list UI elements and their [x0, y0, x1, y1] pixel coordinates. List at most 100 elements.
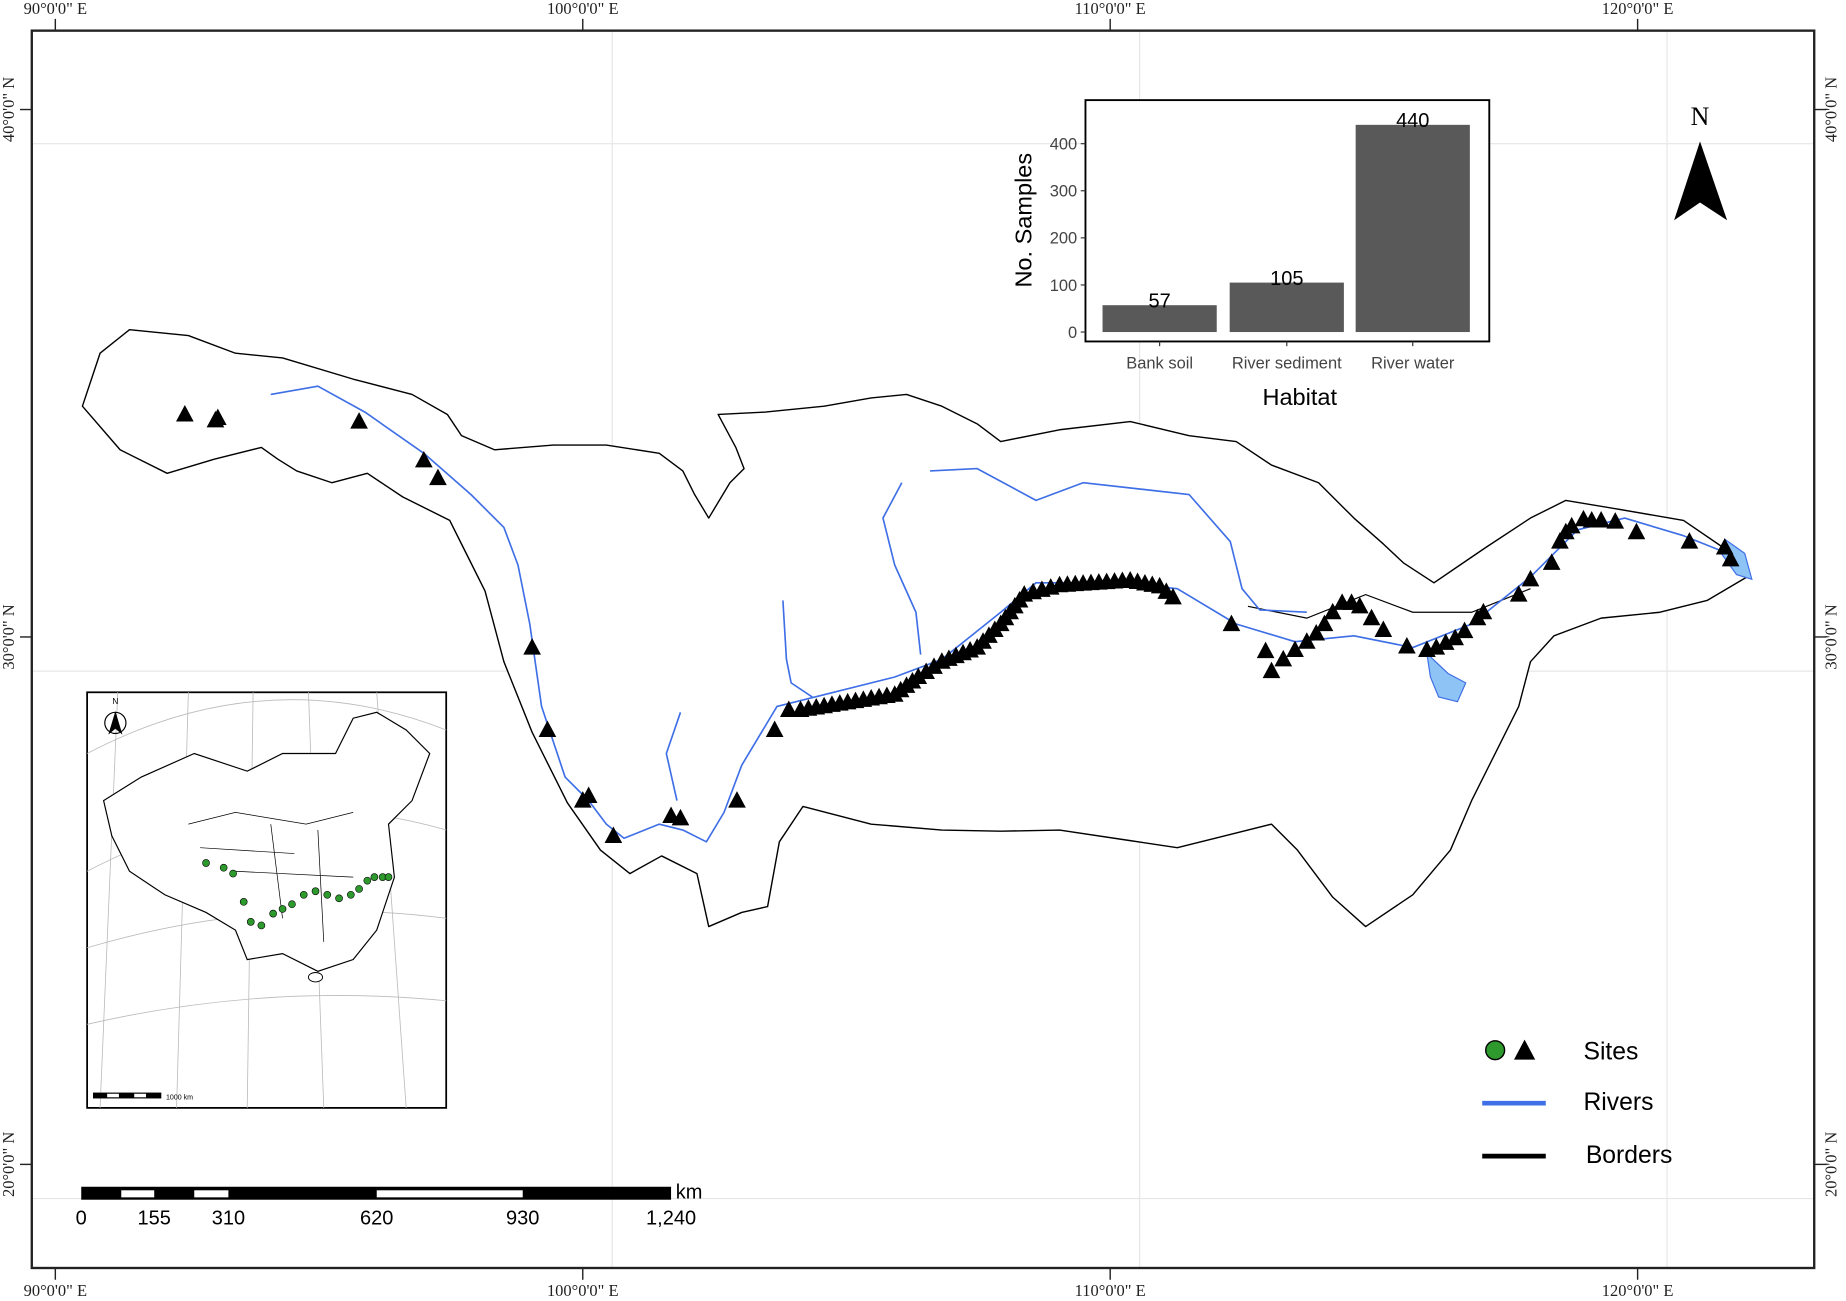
lat-label-right: 30°0'0" N — [1822, 604, 1841, 669]
lon-label-bottom: 120°0'0" E — [1602, 1281, 1674, 1300]
site-triangle-icon — [1262, 661, 1281, 679]
site-triangle-icon — [350, 412, 368, 429]
site-triangle-icon — [1362, 608, 1381, 626]
site-triangle-icon — [1551, 532, 1569, 549]
x-tick-label: Bank soil — [1126, 355, 1193, 373]
north-label: N — [1691, 102, 1710, 131]
site-triangle-icon — [1606, 512, 1625, 529]
scale-tick-label: 1,240 — [646, 1207, 696, 1229]
lon-label-top: 110°0'0" E — [1075, 0, 1146, 18]
inset-site-dot — [202, 859, 210, 867]
legend-label-sites: Sites — [1583, 1039, 1638, 1066]
lat-label-right: 20°0'0" N — [1822, 1132, 1841, 1197]
site-triangle-icon — [1427, 638, 1446, 655]
site-triangle-icon — [1222, 614, 1241, 632]
scale-tick-label: 620 — [360, 1207, 393, 1229]
north-arrow: N — [1674, 102, 1728, 221]
river-tributary — [665, 712, 682, 801]
y-tick-label: 300 — [1050, 183, 1077, 201]
inset-site-dot — [355, 885, 363, 893]
site-triangle-icon — [909, 667, 928, 685]
river-yangtze-main — [270, 385, 1743, 843]
lat-label-left: 30°0'0" N — [0, 604, 18, 669]
x-tick-label: River sediment — [1232, 355, 1342, 373]
lake-poyang — [1426, 651, 1467, 703]
site-triangle-icon — [1627, 522, 1646, 540]
inset-site-dot — [257, 921, 266, 930]
inset-site-dot — [288, 900, 296, 909]
rivers — [270, 385, 1743, 843]
site-triangle-icon — [538, 720, 557, 738]
north-arrow-icon — [1674, 141, 1728, 221]
y-tick-label: 200 — [1050, 230, 1077, 248]
bar-river-water — [1355, 124, 1470, 333]
lon-label-top: 100°0'0" E — [547, 0, 619, 18]
site-triangle-icon — [208, 408, 227, 426]
lon-label-bottom: 90°0'0" E — [24, 1281, 87, 1300]
site-triangle-icon — [1521, 569, 1540, 587]
site-triangle-icon — [1562, 516, 1581, 534]
site-triangle-icon — [1374, 620, 1393, 637]
y-tick-label: 0 — [1068, 324, 1077, 342]
site-triangle-icon — [671, 808, 690, 826]
lon-labels: 90°0'0" E 100°0'0" E 110°0'0" E 120°0'0"… — [24, 0, 1674, 1300]
y-tick-label: 100 — [1050, 277, 1077, 295]
inset-site-dot — [370, 873, 379, 881]
site-triangle-icon — [728, 791, 746, 808]
inset-site-dot — [363, 876, 372, 885]
site-triangle-icon — [1286, 640, 1304, 657]
site-triangle-icon — [917, 662, 935, 679]
site-triangle-icon — [1592, 510, 1610, 528]
site-triangle-icon — [1274, 649, 1293, 667]
site-triangle-icon — [1509, 585, 1528, 602]
site-triangle-icon — [1542, 553, 1561, 570]
river-tributary — [930, 467, 1307, 614]
sites-layer — [176, 405, 1740, 843]
site-triangle-icon — [523, 638, 541, 655]
site-triangle-icon — [429, 468, 447, 486]
river-tributary — [882, 482, 922, 655]
site-triangle-icon — [1721, 549, 1740, 567]
inset-site-dot — [278, 905, 287, 913]
lon-ticks — [20, 18, 1826, 1280]
site-triangle-icon — [1514, 1039, 1536, 1060]
site-triangle-icon — [1323, 602, 1342, 620]
site-triangle-icon — [1398, 636, 1416, 654]
scale-unit: km — [676, 1182, 703, 1204]
inset-scale-label: 1000 km — [166, 1095, 193, 1102]
site-triangle-icon — [1164, 587, 1182, 605]
bar-data-label: 440 — [1396, 110, 1429, 132]
legend-label-borders: Borders — [1586, 1142, 1673, 1169]
site-triangle-icon — [1436, 633, 1455, 650]
site-triangle-icon — [579, 786, 598, 803]
site-triangle-icon — [176, 405, 194, 422]
river-tributary — [782, 600, 813, 698]
bar-data-label: 105 — [1270, 268, 1303, 290]
inset-site-dot — [269, 909, 277, 918]
map-frame — [30, 29, 1816, 1270]
inset-site-dot — [229, 869, 237, 878]
legend: Sites Rivers Borders — [1482, 1039, 1673, 1169]
site-triangle-icon — [925, 657, 943, 674]
lon-label-top: 120°0'0" E — [1602, 0, 1674, 18]
bar-data-label: 57 — [1149, 291, 1171, 313]
inset-north-arrow-icon — [108, 711, 123, 735]
inset-north-label: N — [112, 697, 118, 706]
inset-locator-map: N 1000 km — [86, 691, 448, 1109]
site-circle-icon — [1485, 1040, 1506, 1061]
site-triangle-icon — [1297, 632, 1316, 649]
lat-label-right: 40°0'0" N — [1822, 77, 1841, 142]
lat-labels: 40°0'0" N 30°0'0" N 20°0'0" N 40°0'0" N … — [0, 77, 1841, 1197]
scale-bar: km 0 155 310 620 930 1,240 — [76, 1182, 703, 1230]
lon-label-bottom: 110°0'0" E — [1075, 1281, 1146, 1300]
scale-tick-label: 155 — [138, 1207, 171, 1229]
site-triangle-icon — [1256, 641, 1275, 659]
lat-label-left: 40°0'0" N — [0, 77, 18, 142]
site-triangle-icon — [765, 720, 784, 738]
inset-site-dot — [239, 898, 248, 906]
chart-ylabel: No. Samples — [1010, 153, 1036, 288]
site-triangle-icon — [604, 826, 623, 843]
site-triangle-icon — [1446, 628, 1464, 646]
inset-site-dot — [311, 887, 320, 896]
basin-border — [81, 328, 1748, 928]
